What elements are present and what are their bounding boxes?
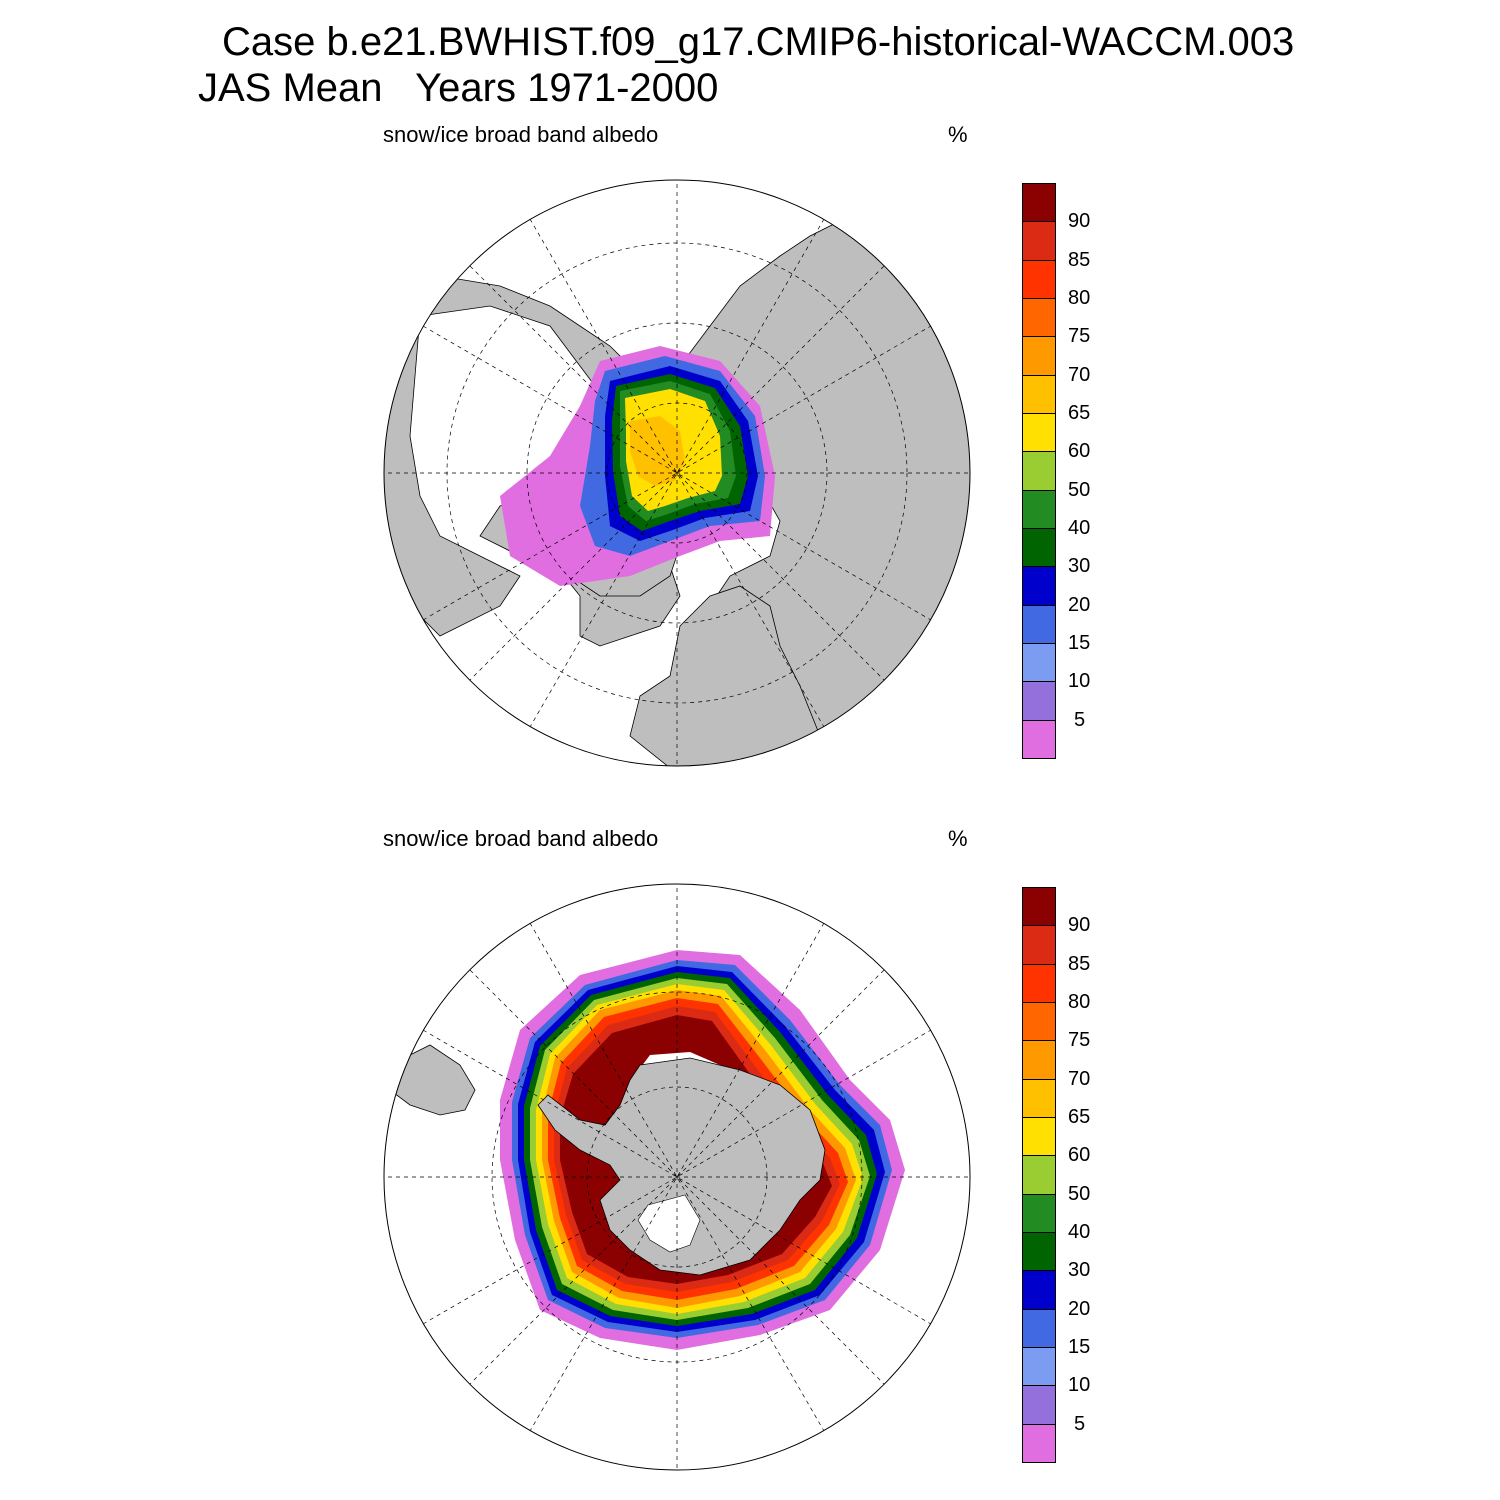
south-colorbar-label: 30 [1068,1259,1091,1282]
south-colorbar-segment [1022,1078,1056,1118]
south-colorbar-label: 50 [1068,1182,1091,1205]
north-colorbar-label: 65 [1068,402,1091,424]
south-colorbar-label: 90 [1068,914,1091,937]
figure-title-line1: Case b.e21.BWHIST.f09_g17.CMIP6-historic… [222,20,1295,64]
north-colorbar-label: 80 [1068,287,1091,309]
north-colorbar-segment [1022,413,1056,453]
south-colorbar-segment [1022,1155,1056,1195]
south-colorbar-segment [1022,1423,1056,1463]
south-land-antarctica [537,1057,826,1276]
south-polar-map [383,883,971,1471]
north-colorbar-label: 30 [1068,555,1091,578]
north-colorbar-segment [1022,489,1056,529]
north-colorbar-segment [1022,604,1056,644]
north-colorbar-label: 15 [1068,632,1091,654]
north-colorbar-label: 75 [1068,325,1091,348]
north-colorbar-label: 85 [1068,248,1091,271]
north-colorbar-segment [1022,719,1056,759]
north-colorbar-label: 10 [1068,670,1091,693]
north-colorbar-segment [1022,451,1056,491]
figure-title-line2: JAS Mean Years 1971-2000 [198,66,719,110]
north-polar-map [383,179,971,767]
south-colorbar-segment [1022,1385,1056,1425]
north-colorbar-segment [1022,336,1056,376]
south-colorbar-segment [1022,1193,1056,1233]
south-map-border [383,883,971,1471]
south-field-label: snow/ice broad band albedo [383,826,659,851]
south-colorbar-segment [1022,1117,1056,1157]
north-colorbar-segment [1022,566,1056,606]
south-colorbar-segment [1022,1270,1056,1310]
north-colorbar-label: 40 [1068,517,1091,539]
south-graticule [384,884,970,1470]
north-colorbar-segment [1022,374,1056,414]
north-colorbar-segment [1022,221,1056,261]
north-colorbar-label: 50 [1068,478,1091,501]
north-ice-band-65 [630,416,685,486]
south-colorbar-label: 10 [1068,1374,1091,1397]
north-colorbar-label: 5 [1074,708,1086,731]
south-colorbar-segment [1022,1347,1056,1387]
south-colorbar-label: 70 [1068,1067,1091,1090]
south-colorbar-label: 60 [1068,1144,1091,1167]
south-colorbar-segment [1022,1002,1056,1042]
south-colorbar-segment [1022,1040,1056,1080]
north-colorbar-label: 60 [1068,440,1091,463]
south-colorbar-label: 80 [1068,991,1091,1013]
north-colorbar-segment [1022,298,1056,338]
south-colorbar-label: 75 [1068,1029,1091,1052]
north-graticule [384,180,970,766]
south-colorbar-segment [1022,963,1056,1003]
south-colorbar-label: 85 [1068,952,1091,975]
south-colorbar-segment [1022,887,1056,927]
south-colorbar-label: 65 [1068,1106,1091,1128]
south-colorbar-segment [1022,1232,1056,1272]
north-field-label: snow/ice broad band albedo [383,122,659,147]
south-colorbar-label: 5 [1074,1412,1086,1435]
south-units-label: % [948,826,968,851]
south-colorbar-label: 20 [1068,1297,1091,1320]
south-colorbar-segment [1022,1308,1056,1348]
south-ross-sea [637,1194,701,1253]
south-land-south-america [389,1044,476,1116]
north-units-label: % [948,122,968,147]
north-colorbar: 5 10 15 20 30 40 50 60 65 70 75 80 85 90 [1022,183,1102,759]
north-colorbar-segment [1022,183,1056,223]
south-colorbar-segment [1022,925,1056,965]
north-map-border [383,179,971,767]
north-colorbar-label: 20 [1068,593,1091,616]
north-colorbar-segment [1022,681,1056,721]
north-colorbar-segment [1022,259,1056,299]
south-colorbar-label: 40 [1068,1221,1091,1243]
north-colorbar-segment [1022,528,1056,568]
north-colorbar-label: 70 [1068,363,1091,386]
north-colorbar-segment [1022,643,1056,683]
south-colorbar-label: 15 [1068,1336,1091,1358]
south-colorbar: 5 10 15 20 30 40 50 60 65 70 75 80 85 90 [1022,887,1102,1463]
north-colorbar-label: 90 [1068,210,1091,233]
